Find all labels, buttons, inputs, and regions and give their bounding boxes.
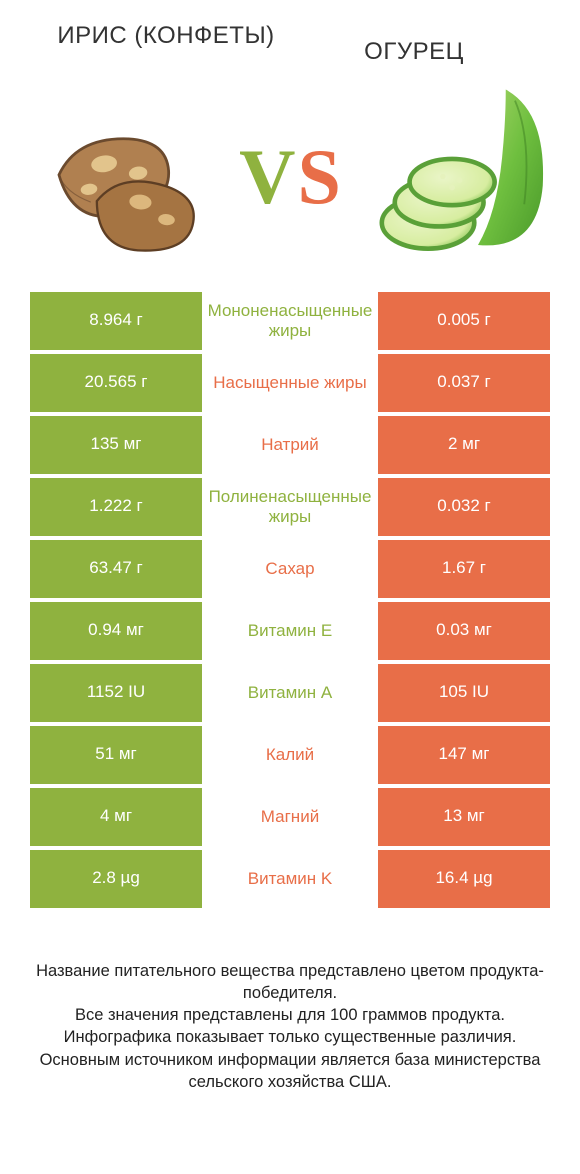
toffee-icon	[28, 84, 213, 269]
left-value: 63.47 г	[30, 540, 202, 598]
left-value: 0.94 мг	[30, 602, 202, 660]
nutrient-name: Мононенасыщенные жиры	[202, 292, 378, 350]
table-row: 135 мгНатрий2 мг	[30, 416, 550, 474]
left-value: 4 мг	[30, 788, 202, 846]
nutrient-name: Полиненасыщенные жиры	[202, 478, 378, 536]
nutrient-name: Магний	[202, 788, 378, 846]
left-value: 1.222 г	[30, 478, 202, 536]
left-title-col: ИРИС (КОНФЕТЫ)	[42, 22, 290, 50]
footer-line: Основным источником информации является …	[20, 1049, 560, 1094]
table-row: 2.8 µgВитамин K16.4 µg	[30, 850, 550, 908]
table-row: 63.47 гСахар1.67 г	[30, 540, 550, 598]
left-title: ИРИС (КОНФЕТЫ)	[42, 22, 290, 50]
table-row: 20.565 гНасыщенные жиры0.037 г	[30, 354, 550, 412]
table-row: 4 мгМагний13 мг	[30, 788, 550, 846]
nutrient-name: Сахар	[202, 540, 378, 598]
vs-letter-v: V	[239, 138, 295, 216]
left-value: 1152 IU	[30, 664, 202, 722]
table-row: 8.964 гМононенасыщенные жиры0.005 г	[30, 292, 550, 350]
table-row: 51 мгКалий147 мг	[30, 726, 550, 784]
left-value: 51 мг	[30, 726, 202, 784]
nutrient-name: Насыщенные жиры	[202, 354, 378, 412]
table-row: 1152 IUВитамин A105 IU	[30, 664, 550, 722]
right-value: 16.4 µg	[378, 850, 550, 908]
footer-line: Инфографика показывает только существенн…	[20, 1026, 560, 1048]
right-value: 1.67 г	[378, 540, 550, 598]
footer-line: Все значения представлены для 100 граммо…	[20, 1004, 560, 1026]
table-row: 0.94 мгВитамин E0.03 мг	[30, 602, 550, 660]
right-value: 2 мг	[378, 416, 550, 474]
left-value: 20.565 г	[30, 354, 202, 412]
header: ИРИС (КОНФЕТЫ) ОГУРЕЦ	[0, 0, 580, 76]
nutrient-name: Витамин K	[202, 850, 378, 908]
nutrient-name: Витамин E	[202, 602, 378, 660]
right-value: 0.037 г	[378, 354, 550, 412]
right-food-image	[367, 82, 552, 272]
vs-letter-s: S	[297, 138, 340, 216]
right-value: 13 мг	[378, 788, 550, 846]
nutrient-name: Калий	[202, 726, 378, 784]
right-title: ОГУРЕЦ	[290, 38, 538, 66]
right-value: 147 мг	[378, 726, 550, 784]
cucumber-icon	[367, 84, 552, 269]
left-value: 2.8 µg	[30, 850, 202, 908]
left-value: 135 мг	[30, 416, 202, 474]
right-value: 0.032 г	[378, 478, 550, 536]
images-row: V S	[0, 76, 580, 284]
footer-note: Название питательного вещества представл…	[20, 960, 560, 1094]
right-title-col: ОГУРЕЦ	[290, 22, 538, 66]
right-value: 0.005 г	[378, 292, 550, 350]
left-value: 8.964 г	[30, 292, 202, 350]
right-value: 0.03 мг	[378, 602, 550, 660]
table-row: 1.222 гПолиненасыщенные жиры0.032 г	[30, 478, 550, 536]
vs-label: V S	[239, 138, 341, 216]
nutrient-name: Натрий	[202, 416, 378, 474]
right-value: 105 IU	[378, 664, 550, 722]
footer-line: Название питательного вещества представл…	[20, 960, 560, 1005]
left-food-image	[28, 82, 213, 272]
nutrient-name: Витамин A	[202, 664, 378, 722]
nutrient-table: 8.964 гМононенасыщенные жиры0.005 г20.56…	[30, 292, 550, 908]
